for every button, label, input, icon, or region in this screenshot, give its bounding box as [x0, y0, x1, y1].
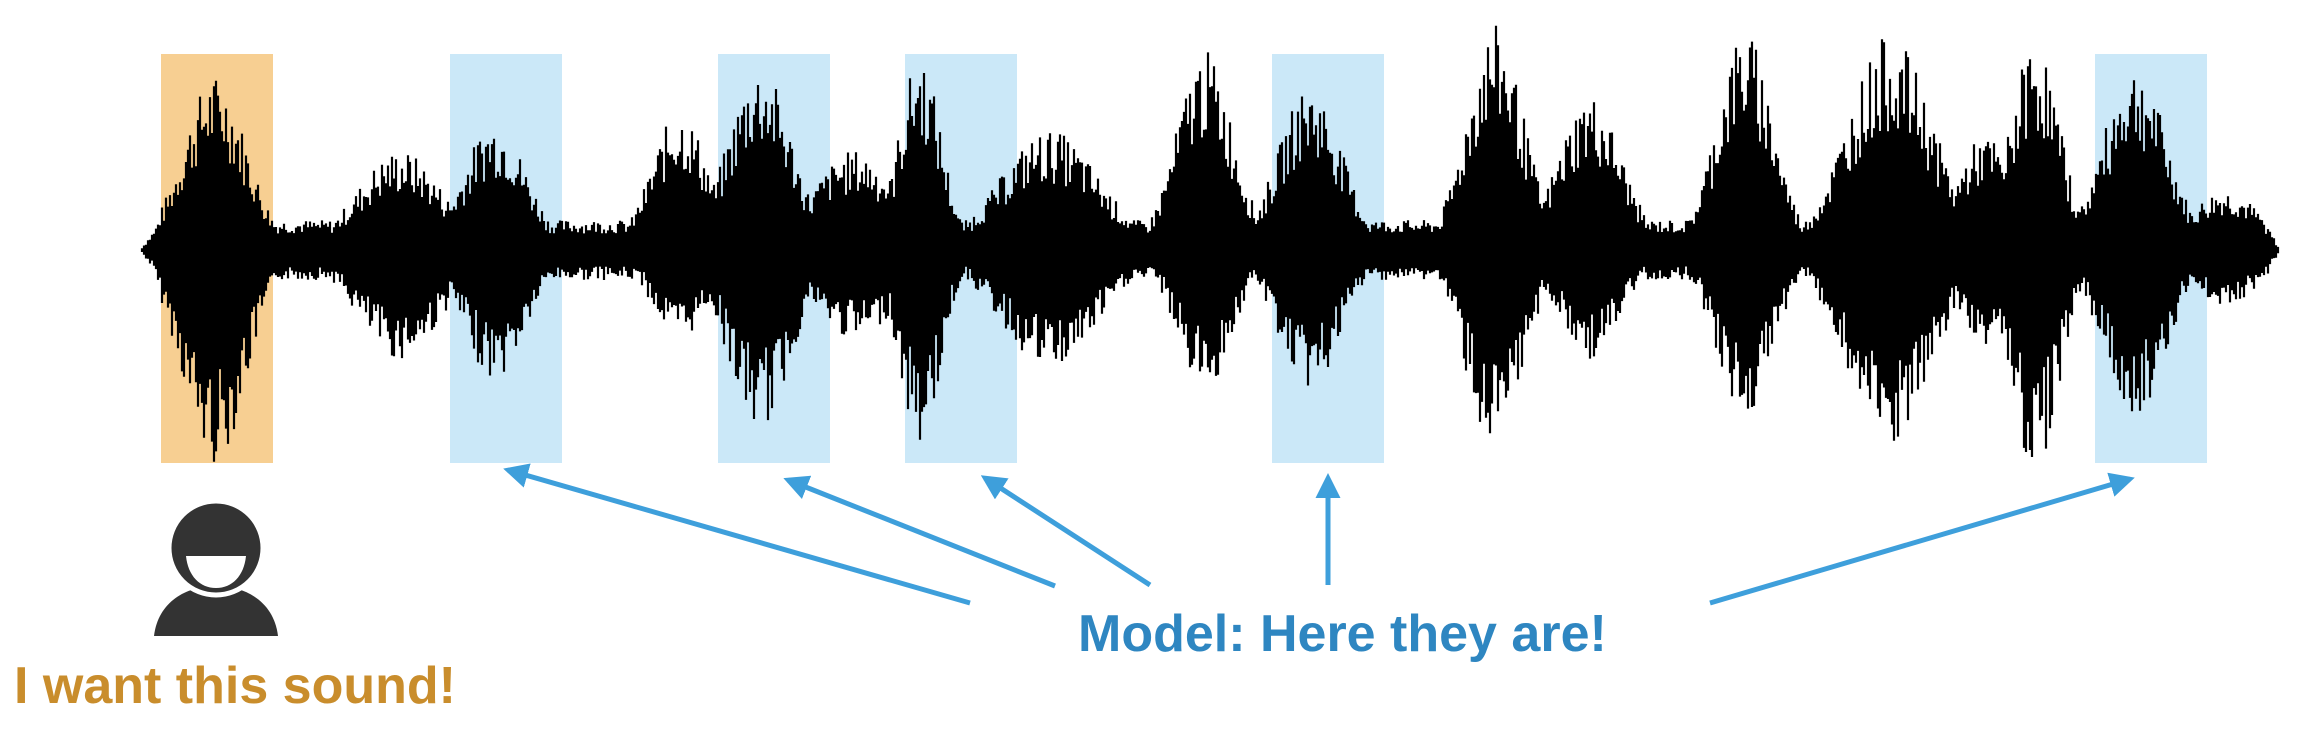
user-request-label: I want this sound!: [14, 657, 456, 715]
arrow-icon: [783, 475, 1056, 589]
arrow-icon: [980, 475, 1152, 588]
audio-waveform: [140, 25, 2280, 462]
arrow-icon: [1709, 472, 2135, 606]
model-response-label: Model: Here they are!: [1078, 605, 1607, 663]
match-arrows: [503, 463, 2135, 606]
user-avatar-icon: [154, 500, 278, 636]
arrow-icon: [503, 463, 971, 606]
waveform-trace: [140, 25, 2280, 462]
